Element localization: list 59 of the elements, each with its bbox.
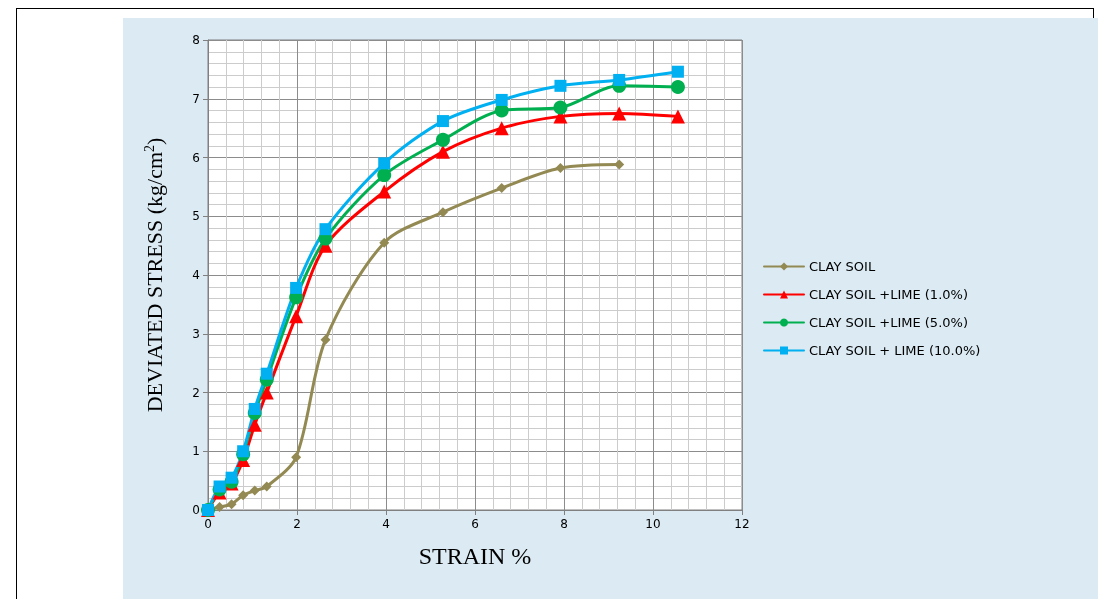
point <box>378 157 391 170</box>
point <box>496 183 507 194</box>
point <box>436 115 449 128</box>
point <box>290 281 303 294</box>
point <box>435 144 450 159</box>
x-tick-label: 0 <box>204 517 212 531</box>
point <box>261 481 272 492</box>
point <box>213 480 226 493</box>
point <box>553 100 568 115</box>
point <box>291 452 302 463</box>
point <box>377 184 392 199</box>
point <box>319 223 332 236</box>
y-axis-title: DEVIATED STRESS (kg/cm2) <box>141 137 167 413</box>
legend-label: CLAY SOIL + LIME (10.0%) <box>809 343 981 358</box>
x-axis-title: STRAIN % <box>418 543 532 569</box>
point <box>260 367 273 380</box>
y-tick-label: 2 <box>192 385 200 400</box>
point <box>225 471 238 484</box>
point <box>238 490 249 501</box>
y-tick-label: 4 <box>192 268 200 282</box>
point <box>248 402 261 415</box>
point <box>614 159 625 170</box>
point <box>320 334 331 345</box>
point <box>612 106 627 121</box>
y-tick-label: 0 <box>192 503 200 517</box>
point <box>437 207 448 218</box>
y-tick-label: 5 <box>192 209 200 224</box>
point <box>435 132 450 147</box>
point <box>226 499 237 510</box>
point <box>495 93 508 106</box>
x-tick-label: 10 <box>645 517 661 531</box>
legend-label: CLAY SOIL +LIME (5.0%) <box>809 315 968 330</box>
point <box>249 485 260 496</box>
point <box>259 385 274 400</box>
x-tick-label: 8 <box>560 517 568 531</box>
point <box>555 163 566 174</box>
x-tick-label: 12 <box>734 517 750 531</box>
y-tick-label: 3 <box>192 326 200 341</box>
y-tick-label: 1 <box>192 444 200 459</box>
legend-label: CLAY SOIL <box>809 259 876 274</box>
point <box>670 80 685 94</box>
point <box>613 73 626 86</box>
point <box>289 309 304 324</box>
x-tick-label: 6 <box>471 517 479 531</box>
y-tick-label: 7 <box>192 91 200 106</box>
point <box>214 502 225 513</box>
legend-label: CLAY SOIL +LIME (1.0%) <box>809 287 968 302</box>
point <box>379 237 390 248</box>
point <box>671 65 684 78</box>
x-tick-label: 2 <box>293 517 301 531</box>
y-tick-label: 6 <box>192 150 200 165</box>
point <box>247 417 262 432</box>
x-tick-label: 4 <box>382 517 390 531</box>
point <box>377 168 392 183</box>
point <box>554 79 567 92</box>
y-tick-label: 8 <box>192 33 200 47</box>
point <box>670 109 685 124</box>
point <box>494 121 509 136</box>
point <box>237 445 250 458</box>
